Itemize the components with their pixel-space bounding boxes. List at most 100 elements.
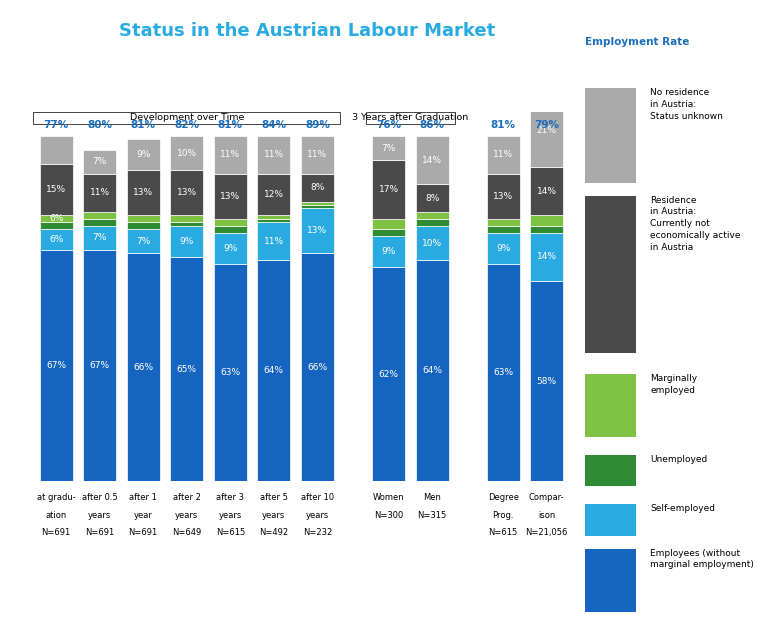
Text: N=21,056: N=21,056 — [525, 528, 568, 537]
Bar — [257, 136, 290, 174]
Text: 9%: 9% — [223, 243, 237, 253]
Text: 67%: 67% — [46, 361, 66, 370]
Text: 62%: 62% — [379, 369, 399, 379]
Text: Unemployed: Unemployed — [650, 455, 707, 464]
Bar — [372, 267, 405, 481]
Text: Marginally
employed: Marginally employed — [650, 374, 697, 395]
Text: 14%: 14% — [422, 156, 442, 165]
Text: N=649: N=649 — [172, 528, 201, 537]
Bar — [127, 253, 160, 481]
Bar — [531, 233, 563, 281]
Text: 11%: 11% — [90, 188, 110, 197]
Bar — [301, 209, 334, 253]
Bar — [366, 112, 455, 124]
Text: 11%: 11% — [220, 150, 240, 160]
Text: after 1: after 1 — [129, 493, 157, 502]
Text: 82%: 82% — [174, 120, 199, 130]
Bar — [83, 150, 116, 174]
Text: Status in the Austrian Labour Market: Status in the Austrian Labour Market — [119, 22, 495, 40]
Bar — [40, 229, 72, 250]
Bar — [40, 163, 72, 215]
Bar — [301, 202, 334, 205]
Bar — [531, 94, 563, 167]
Text: 66%: 66% — [133, 363, 154, 372]
Text: after 2: after 2 — [173, 493, 200, 502]
Text: N=615: N=615 — [216, 528, 245, 537]
Text: 11%: 11% — [263, 237, 284, 246]
Text: 77%: 77% — [44, 120, 68, 130]
Text: 13%: 13% — [220, 192, 240, 201]
Bar — [487, 233, 520, 264]
Bar — [585, 504, 636, 536]
Bar — [214, 136, 247, 174]
Bar — [170, 222, 204, 226]
Text: 79%: 79% — [535, 120, 559, 130]
Text: N=691: N=691 — [128, 528, 157, 537]
Text: 84%: 84% — [261, 120, 286, 130]
Bar — [415, 212, 449, 219]
Text: Women: Women — [372, 493, 404, 502]
Bar — [372, 136, 405, 160]
Text: Degree: Degree — [488, 493, 518, 502]
Text: ison: ison — [538, 510, 555, 520]
Bar — [170, 257, 204, 481]
Text: 13%: 13% — [133, 188, 154, 197]
Text: at gradu-: at gradu- — [37, 493, 75, 502]
Text: Residence
in Austria:
Currently not
economically active
in Austria: Residence in Austria: Currently not econ… — [650, 196, 740, 252]
Text: after 5: after 5 — [260, 493, 288, 502]
Bar — [531, 167, 563, 215]
Text: 13%: 13% — [177, 188, 197, 197]
Text: No residence
in Austria:
Status unknown: No residence in Austria: Status unknown — [650, 88, 723, 120]
Bar — [301, 253, 334, 481]
Bar — [415, 219, 449, 226]
Text: ation: ation — [45, 510, 67, 520]
Text: years: years — [262, 510, 286, 520]
Text: 10%: 10% — [422, 238, 442, 248]
Bar — [40, 215, 72, 222]
Bar — [372, 219, 405, 229]
Bar — [83, 226, 116, 250]
Bar — [33, 112, 340, 124]
Bar — [257, 215, 290, 219]
Text: N=691: N=691 — [41, 528, 71, 537]
Text: 13%: 13% — [307, 227, 327, 235]
Bar — [487, 174, 520, 219]
Text: 76%: 76% — [376, 120, 401, 130]
Text: 7%: 7% — [92, 233, 107, 242]
Bar — [83, 212, 116, 219]
Bar — [415, 226, 449, 260]
Text: years: years — [219, 510, 242, 520]
Bar — [257, 219, 290, 222]
Bar — [214, 226, 247, 233]
Text: 58%: 58% — [537, 376, 557, 386]
Bar — [83, 174, 116, 212]
Text: 67%: 67% — [90, 361, 110, 370]
Text: 6%: 6% — [49, 235, 63, 244]
Text: 17%: 17% — [379, 185, 399, 194]
Bar — [40, 136, 72, 163]
Text: 7%: 7% — [92, 157, 107, 166]
Text: years: years — [175, 510, 198, 520]
Text: 21%: 21% — [537, 126, 557, 135]
Bar — [127, 229, 160, 253]
Text: 13%: 13% — [493, 192, 513, 201]
Bar — [127, 139, 160, 171]
Bar — [372, 160, 405, 219]
Bar — [531, 226, 563, 233]
Bar — [83, 219, 116, 226]
Text: 9%: 9% — [136, 150, 151, 160]
Text: 81%: 81% — [491, 120, 516, 130]
Bar — [83, 250, 116, 481]
Text: 9%: 9% — [382, 247, 396, 256]
Bar — [585, 548, 636, 612]
Bar — [415, 136, 449, 184]
Bar — [214, 174, 247, 219]
Text: 10%: 10% — [177, 148, 197, 158]
Text: 15%: 15% — [46, 185, 66, 194]
Bar — [585, 88, 636, 183]
Bar — [214, 233, 247, 264]
Text: 14%: 14% — [537, 187, 557, 196]
Bar — [585, 196, 636, 353]
Bar — [127, 222, 160, 229]
Bar — [214, 264, 247, 481]
